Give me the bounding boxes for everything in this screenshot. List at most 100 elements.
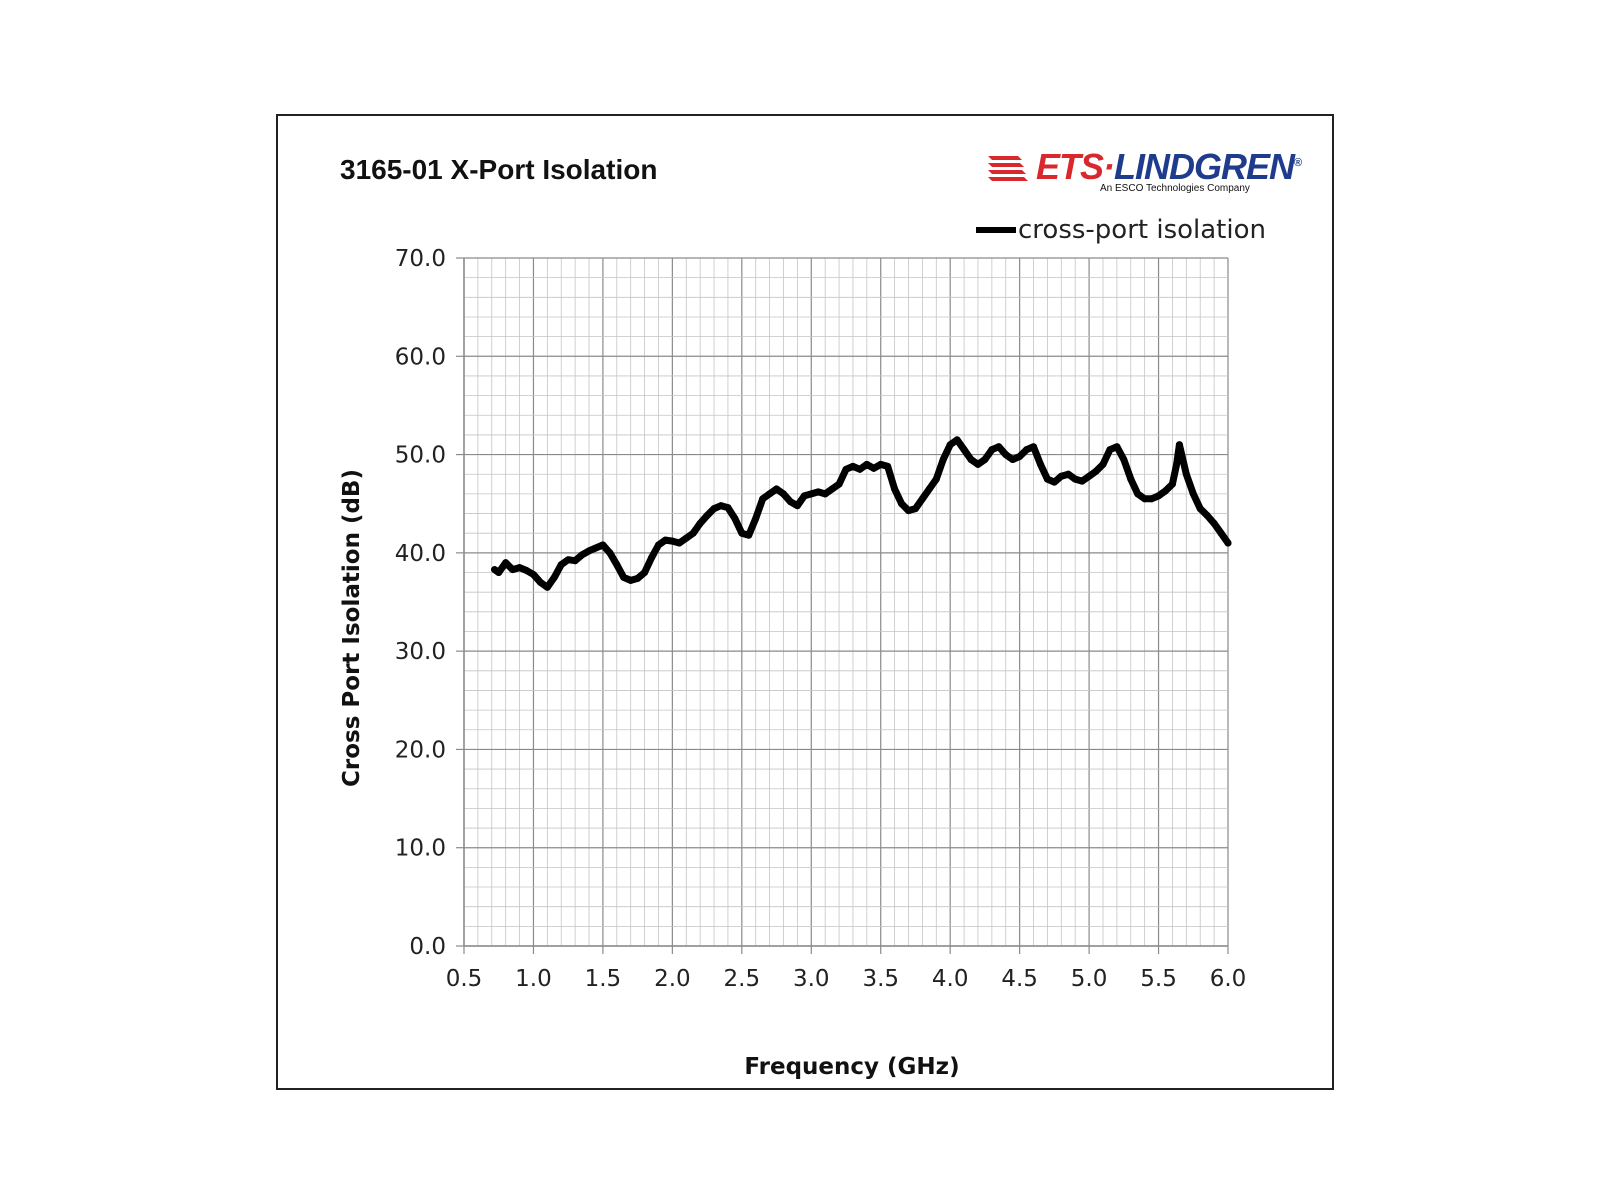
data-point bbox=[1203, 512, 1211, 520]
x-tick-label: 3.5 bbox=[862, 966, 899, 992]
data-point bbox=[925, 485, 933, 493]
data-point bbox=[1182, 470, 1190, 478]
data-point bbox=[1002, 451, 1010, 459]
data-point bbox=[1078, 477, 1086, 485]
y-tick-label: 70.0 bbox=[395, 246, 446, 272]
data-point bbox=[1064, 470, 1072, 478]
data-point bbox=[717, 502, 725, 510]
plot-area: 0.0 10.0 20.0 30.0 40.0 50.0 60.0 70.0 0.5 1.0 1.5… bbox=[395, 246, 1247, 992]
data-point bbox=[932, 475, 940, 483]
data-point bbox=[870, 464, 878, 472]
data-point bbox=[1071, 475, 1079, 483]
data-point bbox=[682, 534, 690, 542]
logo-subtitle: An ESCO Technologies Company bbox=[1100, 183, 1250, 194]
data-point bbox=[856, 465, 864, 473]
data-point bbox=[752, 514, 760, 522]
data-point bbox=[1148, 495, 1156, 503]
data-point bbox=[828, 485, 836, 493]
data-point bbox=[661, 536, 669, 544]
data-point bbox=[1113, 443, 1121, 451]
data-point bbox=[689, 529, 697, 537]
data-point bbox=[821, 490, 829, 498]
data-point bbox=[634, 574, 642, 582]
data-point bbox=[793, 502, 801, 510]
x-tick-label: 1.0 bbox=[515, 966, 552, 992]
data-point bbox=[599, 541, 607, 549]
data-point bbox=[495, 569, 503, 577]
data-point bbox=[1085, 472, 1093, 480]
x-tick-label: 5.5 bbox=[1140, 966, 1177, 992]
data-point bbox=[675, 539, 683, 547]
data-point bbox=[627, 576, 635, 584]
data-point bbox=[710, 505, 718, 513]
data-point bbox=[995, 443, 1003, 451]
data-point bbox=[905, 507, 913, 515]
data-point bbox=[1057, 472, 1065, 480]
x-tick-label: 3.0 bbox=[793, 966, 830, 992]
logo-wordmark: ETS·LINDGREN® bbox=[1036, 146, 1302, 187]
data-point bbox=[891, 485, 899, 493]
data-point bbox=[1224, 539, 1232, 547]
data-point bbox=[779, 490, 787, 498]
data-point bbox=[668, 537, 676, 545]
data-point bbox=[1016, 453, 1024, 461]
data-point bbox=[800, 492, 808, 500]
data-point bbox=[1106, 446, 1114, 454]
data-point bbox=[557, 561, 565, 569]
data-point bbox=[953, 436, 961, 444]
data-point bbox=[1141, 495, 1149, 503]
x-tick-label: 1.5 bbox=[585, 966, 622, 992]
data-point bbox=[911, 505, 919, 513]
data-point bbox=[550, 573, 558, 581]
data-point bbox=[543, 583, 551, 591]
data-point bbox=[703, 512, 711, 520]
data-point bbox=[1043, 475, 1051, 483]
data-point bbox=[1168, 480, 1176, 488]
data-point bbox=[578, 551, 586, 559]
data-point bbox=[981, 455, 989, 463]
y-tick-label: 40.0 bbox=[395, 541, 446, 567]
data-point bbox=[724, 504, 732, 512]
data-point bbox=[1036, 460, 1044, 468]
data-point bbox=[1009, 455, 1017, 463]
data-point bbox=[898, 500, 906, 508]
data-point bbox=[1155, 492, 1163, 500]
legend-line-swatch bbox=[976, 227, 1016, 233]
data-point bbox=[786, 498, 794, 506]
data-point bbox=[536, 578, 544, 586]
data-point bbox=[696, 519, 704, 527]
data-point bbox=[745, 531, 753, 539]
chart-frame: 3165-01 X-Port Isolation ETS·LINDGREN® A… bbox=[276, 114, 1334, 1090]
data-point bbox=[835, 480, 843, 488]
data-point bbox=[1196, 505, 1204, 513]
data-point bbox=[529, 570, 537, 578]
x-axis-title: Frequency (GHz) bbox=[744, 1054, 960, 1080]
data-point bbox=[502, 559, 510, 567]
x-tick-label: 4.5 bbox=[1001, 966, 1038, 992]
data-point bbox=[1120, 455, 1128, 463]
chart-title: 3165-01 X-Port Isolation bbox=[340, 154, 658, 185]
x-tick-label: 4.0 bbox=[932, 966, 969, 992]
data-point bbox=[1092, 467, 1100, 475]
data-point bbox=[571, 557, 579, 565]
data-point bbox=[884, 462, 892, 470]
data-point bbox=[773, 485, 781, 493]
y-tick-label: 0.0 bbox=[409, 934, 446, 960]
data-point bbox=[814, 488, 822, 496]
data-point bbox=[1099, 460, 1107, 468]
data-point bbox=[1134, 490, 1142, 498]
data-point bbox=[738, 529, 746, 537]
data-point bbox=[939, 455, 947, 463]
data-point bbox=[585, 547, 593, 555]
data-point bbox=[1217, 529, 1225, 537]
y-tick-label: 30.0 bbox=[395, 639, 446, 665]
chart-legend: cross-port isolation bbox=[976, 212, 1266, 248]
data-point bbox=[1050, 478, 1058, 486]
data-point bbox=[842, 465, 850, 473]
y-tick-label: 60.0 bbox=[395, 344, 446, 370]
y-tick-label: 50.0 bbox=[395, 443, 446, 469]
data-point bbox=[648, 554, 656, 562]
data-point bbox=[849, 462, 857, 470]
x-tick-label: 2.5 bbox=[724, 966, 761, 992]
data-point bbox=[1210, 519, 1218, 527]
